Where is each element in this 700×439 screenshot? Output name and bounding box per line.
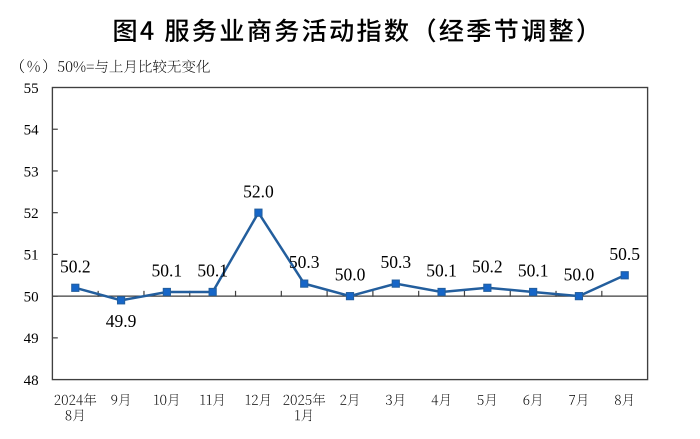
svg-text:52: 52: [24, 206, 39, 222]
svg-text:50: 50: [24, 289, 39, 305]
svg-text:54: 54: [24, 123, 40, 139]
svg-text:50.2: 50.2: [472, 256, 503, 276]
svg-text:49.9: 49.9: [106, 311, 137, 331]
svg-text:55: 55: [24, 81, 39, 97]
svg-text:53: 53: [24, 164, 39, 180]
svg-text:51: 51: [24, 248, 39, 264]
svg-text:50.5: 50.5: [609, 244, 640, 264]
svg-text:50.3: 50.3: [289, 252, 320, 272]
svg-text:50.1: 50.1: [426, 261, 457, 281]
svg-text:50.3: 50.3: [380, 252, 411, 272]
svg-text:50.1: 50.1: [518, 261, 549, 281]
svg-text:50.1: 50.1: [197, 261, 228, 281]
svg-text:52.0: 52.0: [243, 181, 274, 201]
svg-text:50.0: 50.0: [564, 265, 595, 285]
svg-text:49: 49: [24, 331, 39, 347]
svg-text:50.0: 50.0: [335, 265, 366, 285]
svg-text:50.2: 50.2: [60, 256, 91, 276]
svg-text:48: 48: [24, 373, 39, 389]
svg-text:50.1: 50.1: [152, 261, 183, 281]
